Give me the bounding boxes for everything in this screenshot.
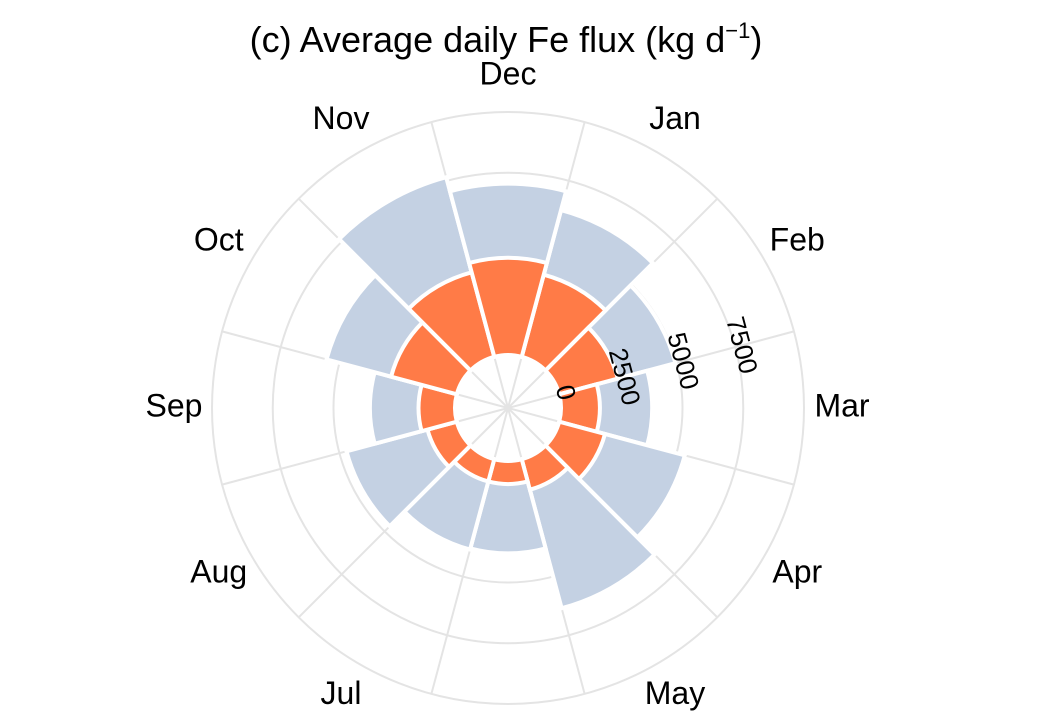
- month-label-may: May: [645, 675, 705, 711]
- month-label-nov: Nov: [313, 100, 370, 136]
- polar-bars: [324, 174, 688, 611]
- month-label-feb: Feb: [770, 221, 825, 257]
- bar-fe-apr: [542, 419, 608, 482]
- month-label-oct: Oct: [194, 221, 244, 257]
- bar-fe-dec: [466, 255, 550, 360]
- bar-fe-jan: [519, 272, 609, 374]
- month-label-apr: Apr: [772, 553, 822, 589]
- month-label-mar: Mar: [814, 387, 869, 423]
- chart-title-superscript: −1: [725, 18, 750, 43]
- month-label-sep: Sep: [146, 387, 203, 423]
- grid-ring: [211, 111, 805, 705]
- month-label-jun: Jun: [482, 719, 534, 724]
- month-label-dec: Dec: [480, 55, 537, 91]
- chart-title-main: (c) Average daily Fe flux (kg d: [250, 19, 726, 60]
- month-labels: Jan Feb Mar Apr May Jun Jul Aug Sep Oct Nov Dec: [146, 55, 870, 724]
- grid-ring: [271, 171, 745, 645]
- chart-title: (c) Average daily Fe flux (kg d−1): [250, 18, 763, 60]
- radial-tick-label: 5000: [661, 329, 705, 393]
- month-label-jul: Jul: [321, 675, 362, 711]
- month-label-aug: Aug: [190, 553, 247, 589]
- bar-fe-feb: [542, 324, 621, 397]
- radial-tick-label: 7500: [720, 313, 764, 377]
- chart-title-suffix: ): [750, 19, 762, 60]
- month-label-jan: Jan: [649, 100, 701, 136]
